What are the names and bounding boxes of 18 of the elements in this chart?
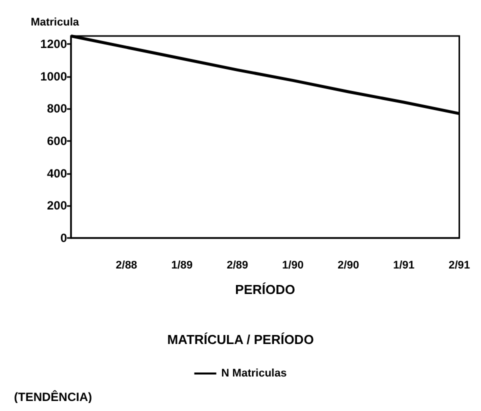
y-tick-label: 800	[46, 102, 68, 116]
x-tick-label: 2/90	[338, 260, 360, 272]
x-axis-title: PERÍODO	[235, 282, 296, 297]
x-tick-label: 1/91	[393, 260, 415, 272]
x-tick-label: 2/91	[448, 260, 470, 272]
y-axis-title: Matricula	[30, 16, 80, 28]
y-tick-label: 0	[60, 231, 68, 245]
text: MATRÍCULA / PERÍODO	[167, 332, 314, 347]
y-tick-label: 400	[46, 166, 68, 180]
y-tick-label: 600	[46, 134, 68, 148]
x-tick-label: 1/89	[171, 260, 193, 272]
y-tick-label: 1000	[40, 69, 68, 84]
y-tick-label: 1200	[40, 37, 68, 52]
x-tick-label: 2/88	[116, 260, 138, 272]
y-tick-label: 200	[46, 198, 68, 213]
x-tick-label: 1/90	[282, 260, 304, 272]
x-tick-label: 2/89	[226, 260, 248, 272]
legend-label: N Matriculas	[221, 368, 287, 380]
